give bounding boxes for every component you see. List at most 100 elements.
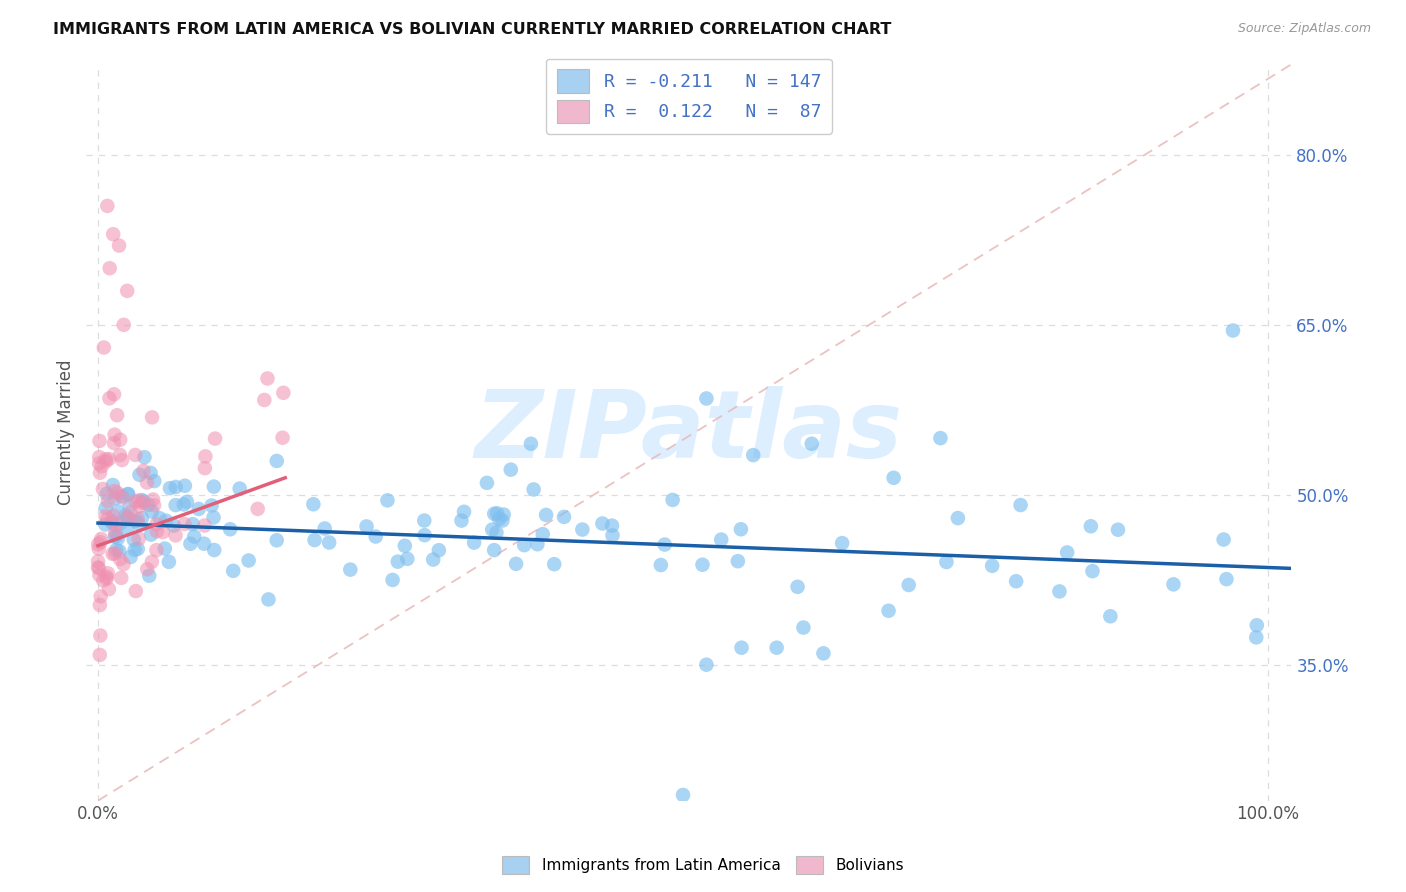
Point — [87, 541, 110, 556]
Point — [87, 537, 110, 551]
Point — [120, 505, 142, 519]
Point — [117, 487, 139, 501]
Point — [381, 573, 404, 587]
Point — [89, 568, 111, 582]
Point — [1246, 618, 1268, 632]
Point — [523, 483, 546, 497]
Point — [202, 510, 225, 524]
Point — [94, 517, 117, 532]
Point — [339, 563, 361, 577]
Point — [107, 486, 129, 500]
Point — [143, 474, 166, 488]
Point — [142, 492, 165, 507]
Point — [120, 549, 142, 564]
Point — [396, 552, 419, 566]
Point — [114, 508, 136, 523]
Point — [173, 516, 195, 531]
Point — [531, 527, 554, 541]
Point — [118, 500, 141, 514]
Point — [108, 544, 131, 558]
Point — [89, 628, 111, 642]
Point — [105, 408, 128, 422]
Point — [173, 497, 195, 511]
Point — [117, 521, 139, 535]
Point — [131, 493, 153, 508]
Point — [413, 514, 436, 528]
Point — [831, 536, 853, 550]
Y-axis label: Currently Married: Currently Married — [58, 359, 75, 505]
Point — [108, 238, 131, 252]
Text: Source: ZipAtlas.com: Source: ZipAtlas.com — [1237, 22, 1371, 36]
Point — [127, 541, 149, 556]
Point — [1107, 523, 1129, 537]
Point — [304, 533, 326, 547]
Point — [134, 450, 156, 465]
Point — [179, 537, 201, 551]
Point — [115, 511, 138, 525]
Point — [314, 521, 336, 535]
Point — [104, 427, 127, 442]
Point — [87, 554, 110, 568]
Point — [131, 496, 153, 510]
Point — [143, 498, 166, 512]
Point — [108, 516, 131, 531]
Point — [132, 464, 155, 478]
Point — [117, 512, 139, 526]
Point — [1215, 572, 1237, 586]
Point — [124, 542, 146, 557]
Point — [101, 516, 124, 530]
Point — [87, 457, 110, 471]
Point — [128, 532, 150, 546]
Point — [492, 508, 515, 522]
Point — [104, 526, 127, 541]
Point — [475, 475, 498, 490]
Point — [176, 495, 198, 509]
Text: IMMIGRANTS FROM LATIN AMERICA VS BOLIVIAN CURRENTLY MARRIED CORRELATION CHART: IMMIGRANTS FROM LATIN AMERICA VS BOLIVIA… — [53, 22, 891, 37]
Point — [553, 509, 575, 524]
Point — [145, 543, 167, 558]
Point — [94, 509, 117, 524]
Point — [413, 528, 436, 542]
Point — [485, 525, 508, 540]
Point — [94, 452, 117, 467]
Point — [128, 467, 150, 482]
Point — [139, 527, 162, 541]
Point — [139, 466, 162, 480]
Point — [103, 508, 125, 523]
Point — [93, 341, 115, 355]
Point — [90, 459, 112, 474]
Point — [364, 529, 387, 543]
Point — [1163, 577, 1185, 591]
Point — [356, 519, 378, 533]
Point — [98, 261, 121, 276]
Point — [1010, 498, 1032, 512]
Point — [97, 582, 120, 597]
Point — [318, 535, 340, 549]
Point — [499, 463, 522, 477]
Point — [136, 562, 159, 576]
Point — [105, 528, 128, 542]
Legend: Immigrants from Latin America, Bolivians: Immigrants from Latin America, Bolivians — [496, 850, 910, 880]
Point — [394, 539, 416, 553]
Point — [91, 482, 114, 496]
Point — [94, 500, 117, 515]
Point — [654, 538, 676, 552]
Point — [257, 592, 280, 607]
Point — [117, 510, 139, 524]
Point — [87, 561, 110, 575]
Point — [138, 568, 160, 582]
Point — [786, 580, 808, 594]
Point — [710, 533, 733, 547]
Point — [1081, 564, 1104, 578]
Point — [730, 522, 752, 536]
Point — [1099, 609, 1122, 624]
Point — [145, 516, 167, 531]
Point — [602, 528, 624, 542]
Point — [157, 555, 180, 569]
Point — [800, 437, 823, 451]
Point — [427, 543, 450, 558]
Point — [101, 547, 124, 561]
Point — [107, 504, 129, 518]
Point — [486, 506, 509, 520]
Point — [108, 552, 131, 566]
